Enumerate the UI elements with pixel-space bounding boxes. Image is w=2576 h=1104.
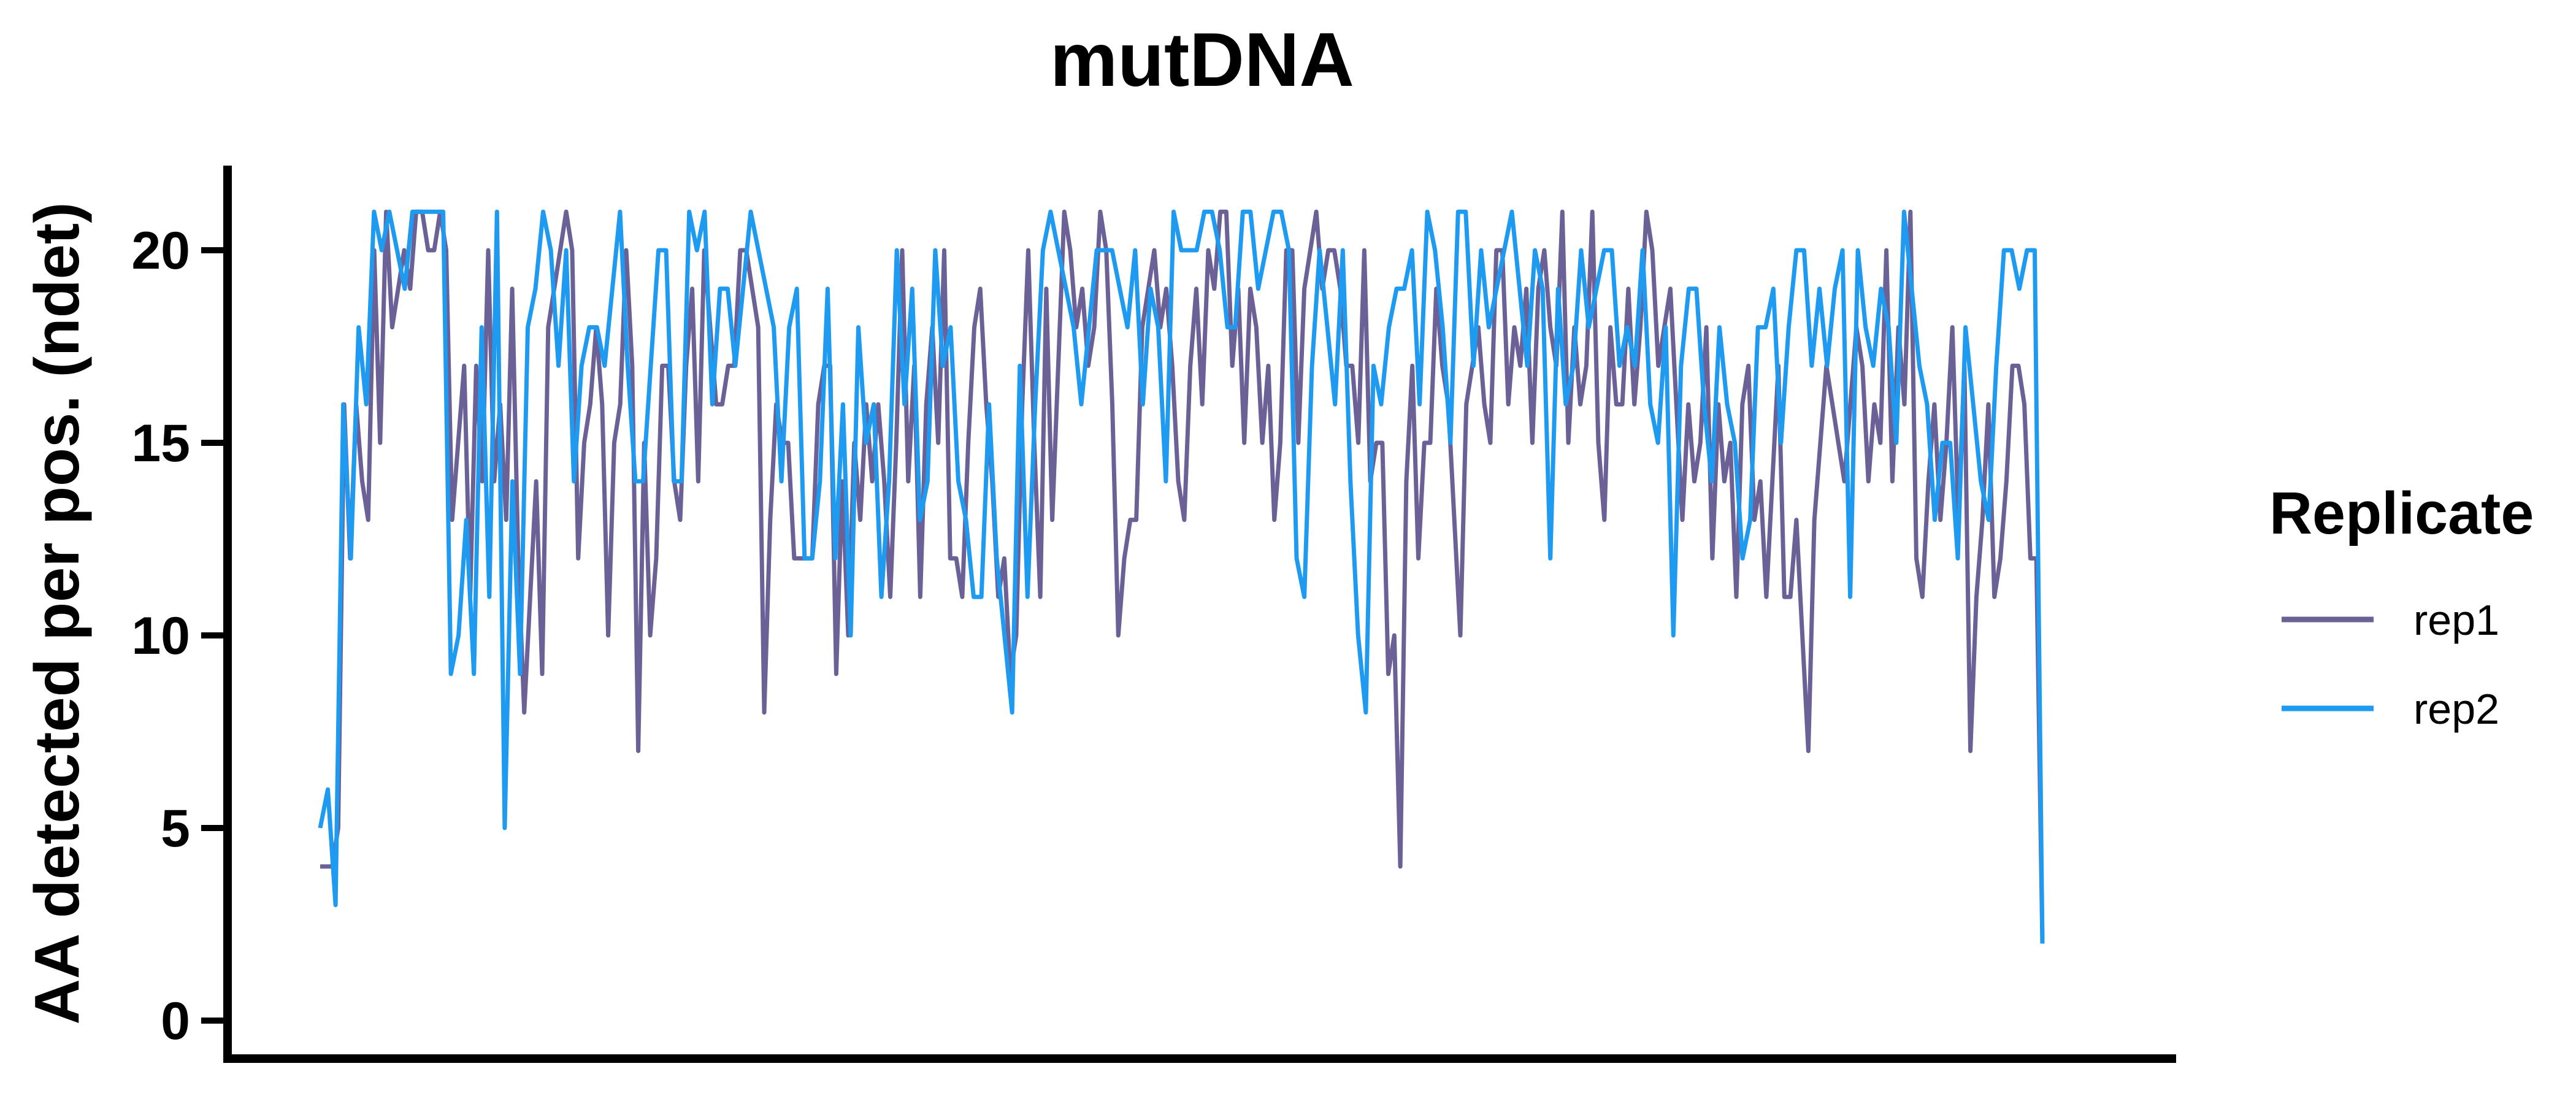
y-tick-label: 10 (131, 607, 190, 665)
y-tick-label: 20 (131, 221, 190, 280)
legend: Replicate rep1 rep2 (2269, 480, 2534, 733)
y-tick-label: 0 (161, 992, 190, 1051)
y-ticks: 0 5 10 15 20 (131, 221, 228, 1051)
y-tick-label: 5 (161, 799, 190, 858)
series-layer (318, 209, 2045, 944)
legend-label-rep1: rep1 (2413, 596, 2499, 644)
legend-label-rep2: rep2 (2413, 685, 2499, 733)
y-tick-label: 15 (131, 414, 190, 473)
series-line-rep1 (320, 209, 2045, 944)
chart-title: mutDNA (1050, 18, 1354, 102)
series-line-rep2 (318, 209, 2045, 944)
legend-title: Replicate (2269, 480, 2534, 546)
y-axis-label: AA detected per pos. (ndet) (21, 202, 92, 1024)
